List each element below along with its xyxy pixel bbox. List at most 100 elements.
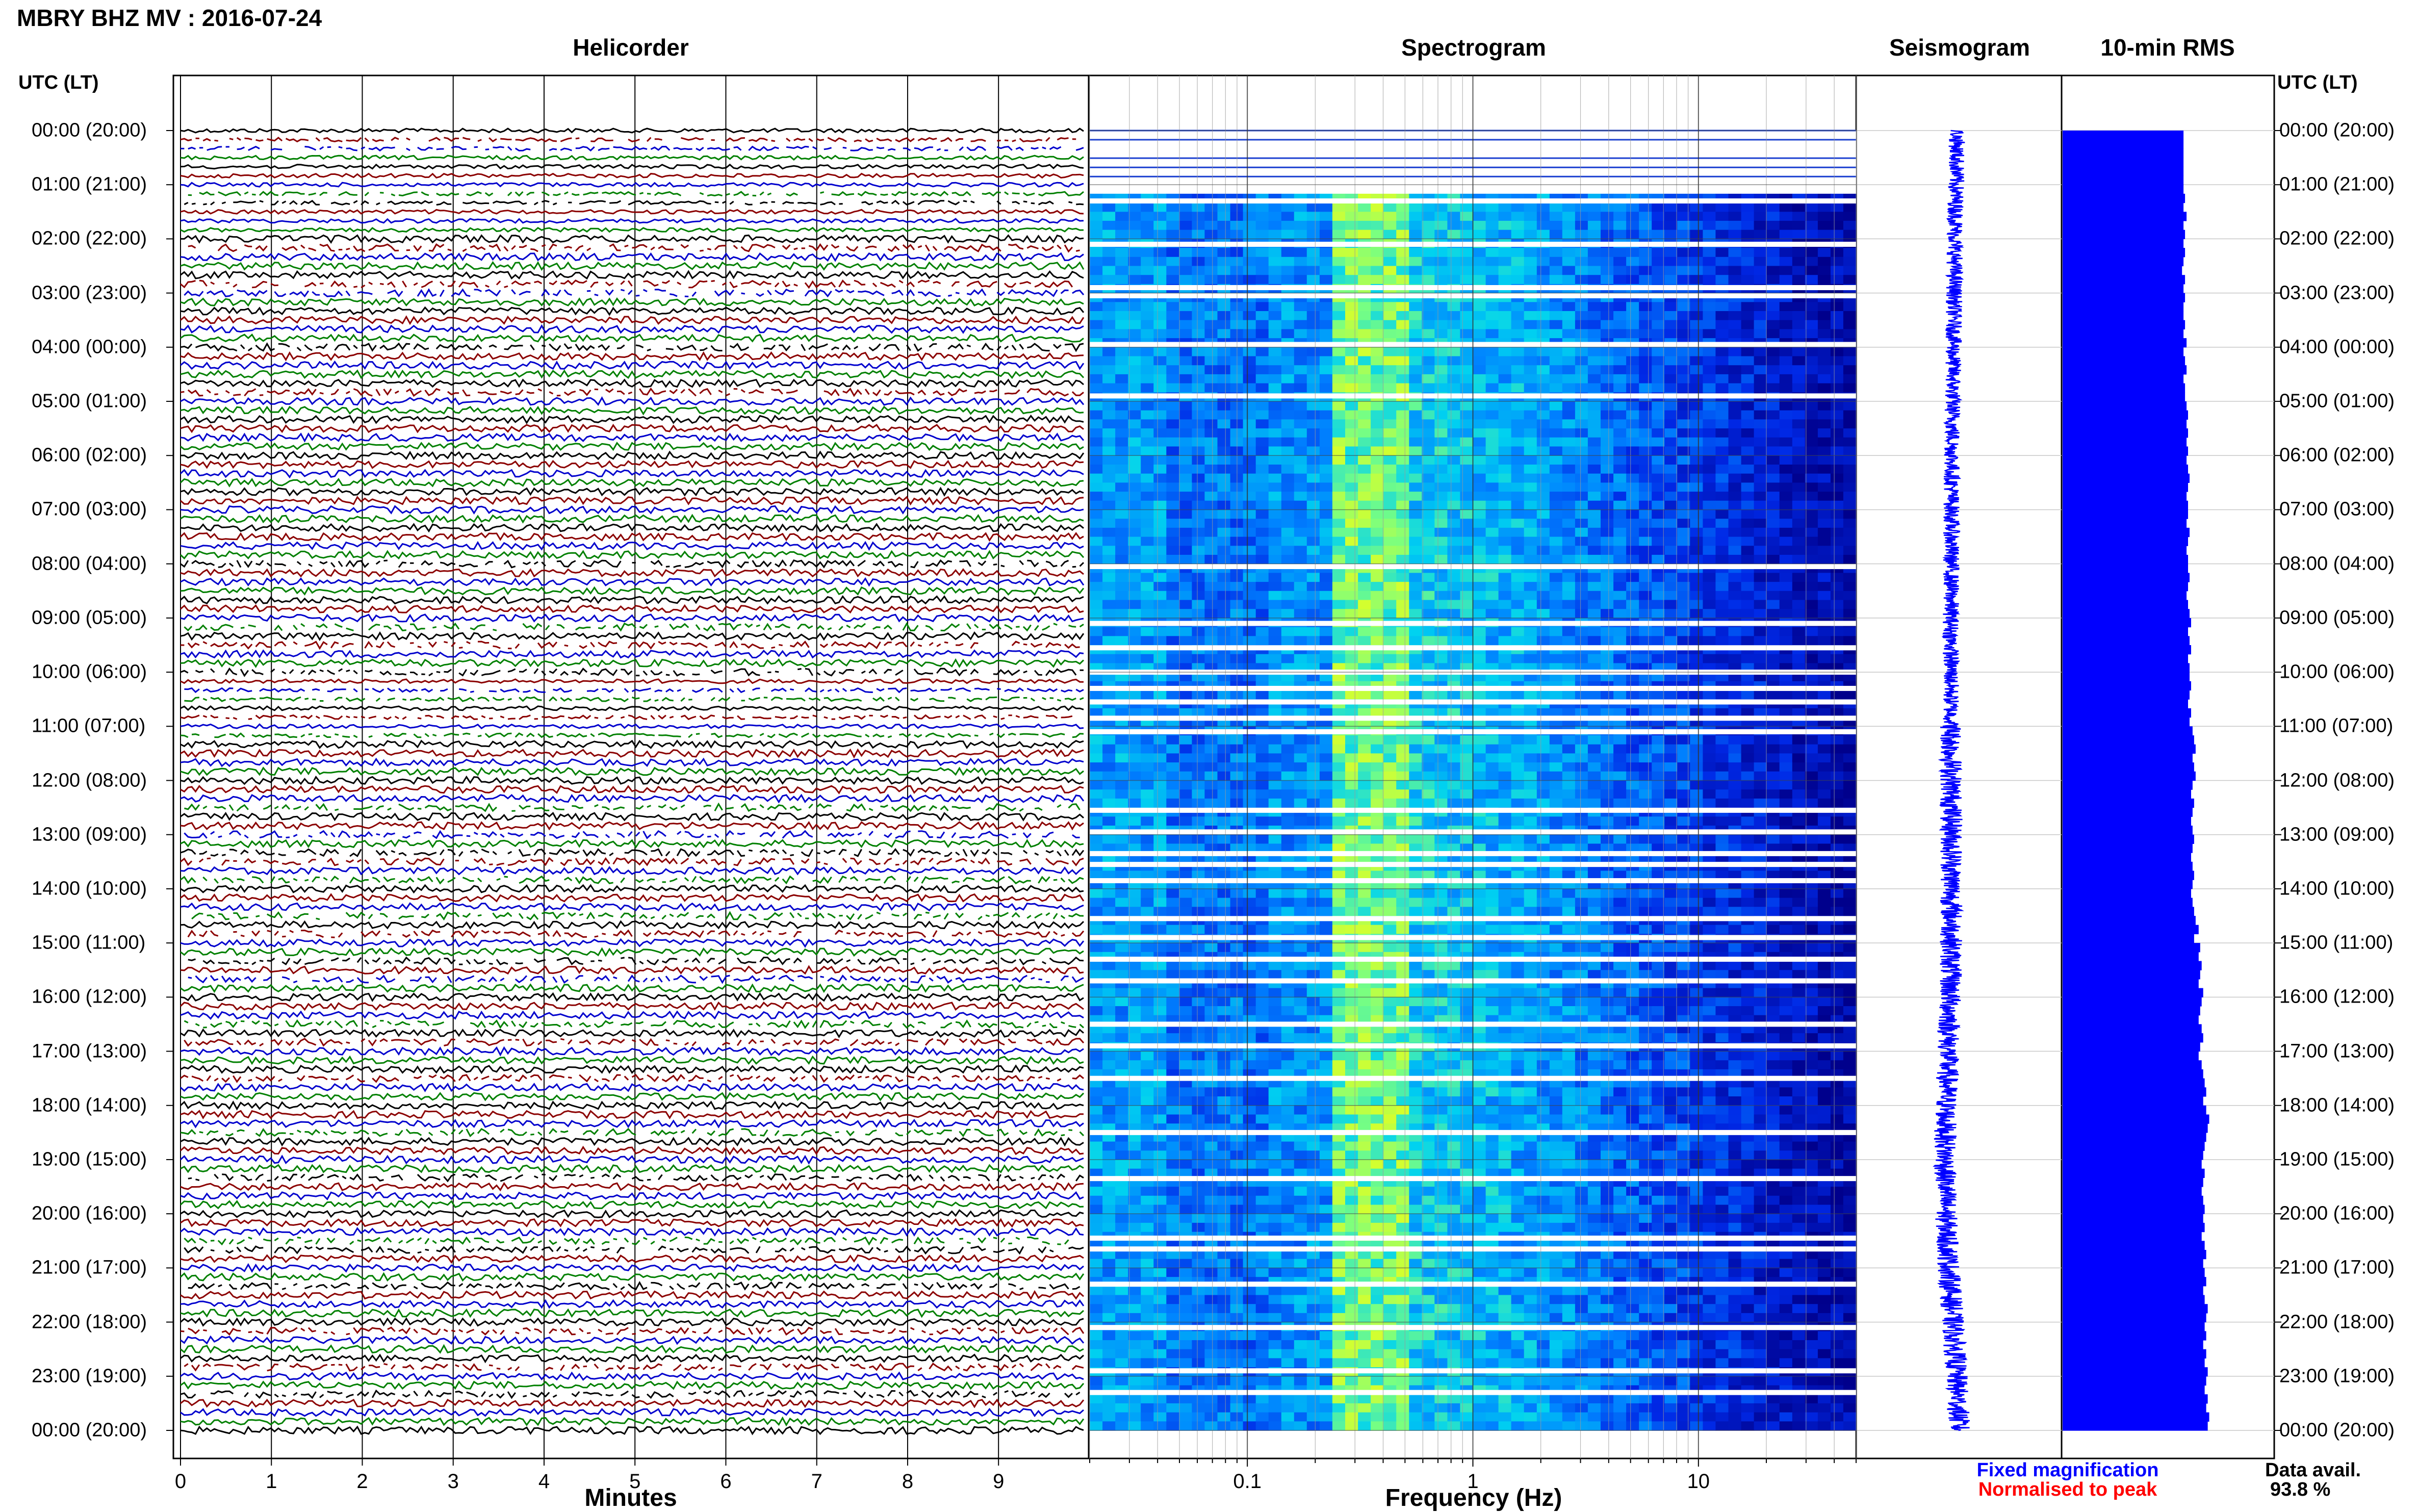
- spectrogram-cell: [1153, 636, 1167, 645]
- spectrogram-cell: [1179, 203, 1192, 212]
- spectrogram-cell: [1652, 600, 1665, 609]
- spectrogram-cell: [1562, 781, 1576, 790]
- spectrogram-cell: [1639, 555, 1652, 564]
- spectrogram-cell: [1320, 465, 1333, 474]
- spectrogram-cell: [1818, 835, 1831, 844]
- spectrogram-cell: [1639, 772, 1652, 781]
- spectrogram-cell: [1281, 374, 1295, 383]
- spectrogram-cell: [1102, 772, 1116, 781]
- spectrogram-cell: [1409, 411, 1422, 420]
- spectrogram-cell: [1664, 492, 1678, 501]
- spectrogram-cell: [1256, 311, 1269, 320]
- helicorder-trace: [181, 146, 1084, 150]
- spectrogram-cell: [1486, 762, 1499, 772]
- spectrogram-cell: [1843, 383, 1857, 393]
- spectrogram-cell: [1652, 365, 1665, 374]
- spectrogram-cell: [1715, 636, 1729, 645]
- spectrogram-cell: [1499, 365, 1512, 374]
- spectrogram-cell: [1179, 438, 1192, 447]
- spectrogram-cell: [1831, 753, 1844, 762]
- spectrogram-cell: [1153, 365, 1167, 374]
- spectrogram-cell: [1575, 230, 1588, 239]
- spectrogram-cell: [1613, 501, 1627, 510]
- spectrogram-cell: [1192, 627, 1205, 636]
- spectrogram-cell: [1499, 248, 1512, 257]
- helicorder-trace: [181, 1273, 1084, 1280]
- spectrogram-cell: [1460, 482, 1473, 492]
- spectrogram-cell: [1613, 519, 1627, 528]
- spectrogram-cell: [1575, 248, 1588, 257]
- spectrogram-cell: [1102, 735, 1116, 745]
- spectrogram-cell: [1613, 510, 1627, 519]
- spectrogram-cell: [1358, 772, 1371, 781]
- helicorder-trace: [181, 1310, 1084, 1317]
- spectrogram-cell: [1626, 537, 1639, 546]
- spectrogram-cell: [1447, 501, 1460, 510]
- spectrogram-cell: [1780, 230, 1793, 239]
- spectrogram-cell: [1843, 609, 1857, 618]
- spectrogram-cell: [1256, 329, 1269, 338]
- helicorder-trace: [181, 1319, 1084, 1326]
- spectrogram-cell: [1831, 482, 1844, 492]
- spectrogram-cell: [1281, 582, 1295, 591]
- spectrogram-cell: [1332, 789, 1346, 799]
- spectrogram-cell: [1269, 320, 1282, 329]
- spectrogram-cell: [1307, 591, 1320, 600]
- spectrogram-cell: [1307, 546, 1320, 555]
- spectrogram-cell: [1741, 482, 1755, 492]
- spectrogram-cell: [1741, 555, 1755, 564]
- spectrogram-cell: [1281, 492, 1295, 501]
- spectrogram-cell: [1294, 609, 1307, 618]
- spectrogram-cell: [1166, 383, 1179, 393]
- spectrogram-cell: [1601, 266, 1614, 275]
- spectrogram-cell: [1396, 465, 1409, 474]
- spectrogram-cell: [1499, 690, 1512, 700]
- spectrogram-cell: [1754, 528, 1767, 537]
- spectrogram-cell: [1332, 492, 1346, 501]
- spectrogram-cell: [1690, 221, 1703, 230]
- spectrogram-cell: [1715, 591, 1729, 600]
- spectrogram-cell: [1613, 447, 1627, 456]
- spectrogram-cell: [1703, 537, 1716, 546]
- spectrogram-cell: [1524, 455, 1537, 465]
- spectrogram-cell: [1652, 555, 1665, 564]
- spectrogram-cell: [1473, 735, 1486, 745]
- spectrogram-cell: [1358, 257, 1371, 266]
- spectrogram-cell: [1358, 365, 1371, 374]
- spectrogram-cell: [1703, 573, 1716, 582]
- spectrogram-cell: [1843, 582, 1857, 591]
- spectrogram-cell: [1588, 320, 1601, 329]
- helicorder-trace: [181, 407, 1084, 414]
- spectrogram-cell: [1269, 753, 1282, 762]
- spectrogram-cell: [1166, 411, 1179, 420]
- spectrogram-cell: [1550, 455, 1563, 465]
- spectrogram-cell: [1715, 582, 1729, 591]
- spectrogram-cell: [1153, 347, 1167, 356]
- spectrogram-cell: [1805, 546, 1818, 555]
- spectrogram-cell: [1218, 600, 1231, 609]
- spectrogram-cell: [1780, 492, 1793, 501]
- spectrogram-cell: [1729, 401, 1742, 411]
- spectrogram-cell: [1499, 374, 1512, 383]
- spectrogram-cell: [1422, 374, 1435, 383]
- spectrogram-cell: [1754, 654, 1767, 663]
- spectrogram-cell: [1434, 690, 1448, 700]
- helicorder-trace: [181, 1427, 1084, 1434]
- spectrogram-cell: [1447, 203, 1460, 212]
- spectrogram-cell: [1332, 266, 1346, 275]
- spectrogram-cell: [1805, 438, 1818, 447]
- spectrogram-cell: [1128, 591, 1141, 600]
- spectrogram-cell: [1192, 582, 1205, 591]
- spectrogram-cell: [1256, 212, 1269, 221]
- spectrogram-cell: [1805, 419, 1818, 428]
- spectrogram-cell: [1090, 546, 1103, 555]
- spectrogram-cell: [1115, 762, 1128, 772]
- spectrogram-cell: [1243, 428, 1256, 438]
- spectrogram-cell: [1562, 772, 1576, 781]
- spectrogram-cell: [1141, 501, 1154, 510]
- spectrogram-cell: [1383, 555, 1397, 564]
- spectrogram-cell: [1792, 510, 1806, 519]
- spectrogram-cell: [1090, 789, 1103, 799]
- spectrogram-cell: [1741, 447, 1755, 456]
- spectrogram-cell: [1639, 546, 1652, 555]
